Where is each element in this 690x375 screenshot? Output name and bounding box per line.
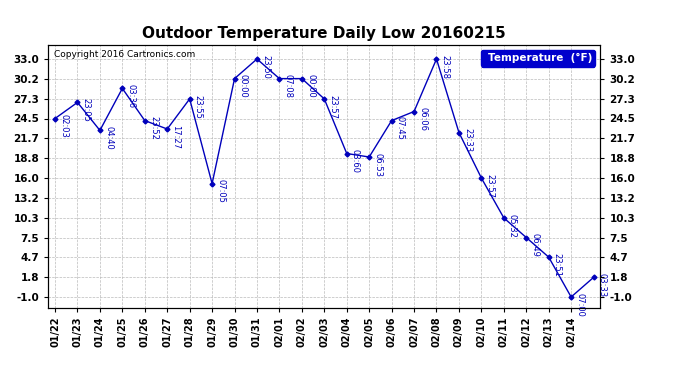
- Text: 06:49: 06:49: [531, 233, 540, 257]
- Text: 06:06: 06:06: [418, 107, 427, 131]
- Text: 07:00: 07:00: [575, 293, 584, 317]
- Title: Outdoor Temperature Daily Low 20160215: Outdoor Temperature Daily Low 20160215: [142, 26, 506, 41]
- Text: Copyright 2016 Cartronics.com: Copyright 2016 Cartronics.com: [54, 50, 195, 59]
- Text: 00:00: 00:00: [239, 74, 248, 98]
- Text: 03:60: 03:60: [351, 149, 360, 173]
- Text: 03:33: 03:33: [598, 273, 607, 297]
- Text: 23:51: 23:51: [553, 253, 562, 277]
- Text: 23:55: 23:55: [194, 95, 203, 118]
- Text: 02:03: 02:03: [59, 114, 68, 138]
- Text: 05:32: 05:32: [508, 214, 517, 238]
- Text: 23:57: 23:57: [486, 174, 495, 198]
- Text: 07:45: 07:45: [396, 116, 405, 140]
- Text: 23:33: 23:33: [463, 128, 472, 153]
- Text: 04:40: 04:40: [104, 126, 113, 150]
- Text: 23:05: 23:05: [81, 98, 90, 122]
- Text: 06:53: 06:53: [373, 153, 382, 177]
- Text: 17:27: 17:27: [171, 125, 180, 149]
- Legend: Temperature  (°F): Temperature (°F): [482, 50, 595, 66]
- Text: 23:57: 23:57: [328, 95, 337, 119]
- Text: 07:08: 07:08: [284, 74, 293, 98]
- Text: 23:52: 23:52: [149, 116, 158, 140]
- Text: 23:50: 23:50: [261, 55, 270, 79]
- Text: 00:00: 00:00: [306, 74, 315, 98]
- Text: 23:58: 23:58: [441, 55, 450, 79]
- Text: 03:36: 03:36: [126, 84, 135, 108]
- Text: 07:05: 07:05: [216, 179, 225, 203]
